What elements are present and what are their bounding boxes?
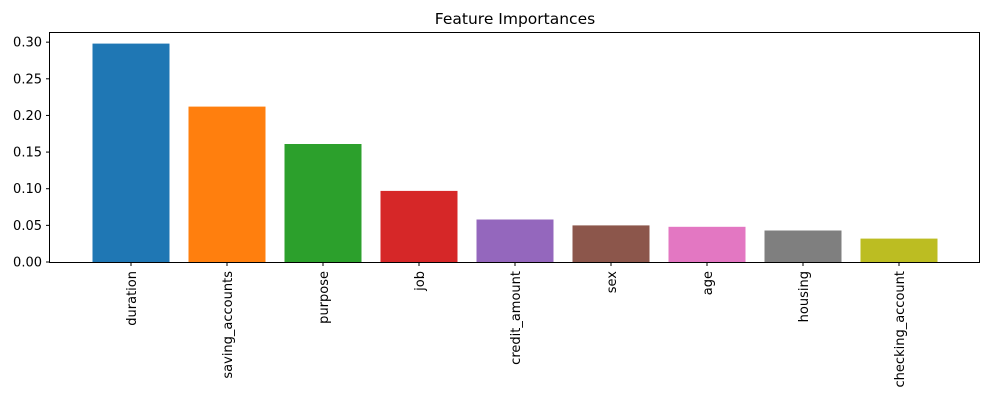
x-tick-label: saving_accounts [221, 271, 236, 379]
chart-title: Feature Importances [435, 10, 595, 28]
x-tick-label: credit_amount [509, 271, 524, 365]
bar-duration [92, 43, 170, 262]
x-tick-label: job [413, 271, 428, 292]
bar-purpose [284, 144, 362, 262]
bar-saving-accounts [188, 106, 266, 262]
y-tick-label: 0.15 [13, 146, 42, 161]
y-axis: 0.00 0.05 0.10 0.15 0.20 0.25 0.30 [13, 36, 50, 271]
bars-group [92, 43, 938, 262]
x-tick-label: housing [797, 271, 812, 322]
y-tick-label: 0.30 [13, 36, 42, 51]
x-tick-label: age [701, 271, 716, 295]
y-tick-label: 0.10 [13, 182, 42, 197]
x-tick-label: checking_account [893, 271, 908, 387]
bar-sex [572, 225, 650, 262]
y-tick-label: 0.20 [13, 109, 42, 124]
y-tick-label: 0.25 [13, 72, 42, 87]
x-axis: duration saving_accounts purpose job credit_… [125, 262, 908, 387]
x-tick-label: duration [125, 271, 140, 326]
bar-job [380, 190, 458, 262]
bar-checking-account [860, 238, 938, 262]
x-tick-label: sex [605, 271, 620, 294]
bar-housing [764, 230, 842, 262]
x-tick-label: purpose [317, 271, 332, 324]
y-tick-label: 0.05 [13, 219, 42, 234]
bar-credit-amount [476, 219, 554, 262]
y-tick-label: 0.00 [13, 256, 42, 271]
plot-frame [49, 32, 980, 263]
bar-age [668, 226, 746, 262]
